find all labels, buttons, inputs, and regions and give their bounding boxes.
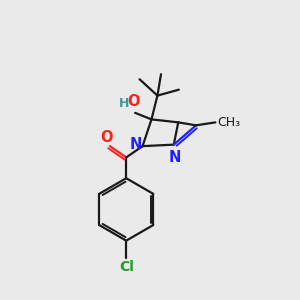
- Text: Cl: Cl: [119, 260, 134, 274]
- Text: N: N: [130, 137, 142, 152]
- Text: N: N: [168, 150, 181, 165]
- Text: O: O: [128, 94, 140, 109]
- Text: CH₃: CH₃: [217, 116, 240, 129]
- Text: O: O: [100, 130, 112, 145]
- Text: H: H: [119, 97, 129, 110]
